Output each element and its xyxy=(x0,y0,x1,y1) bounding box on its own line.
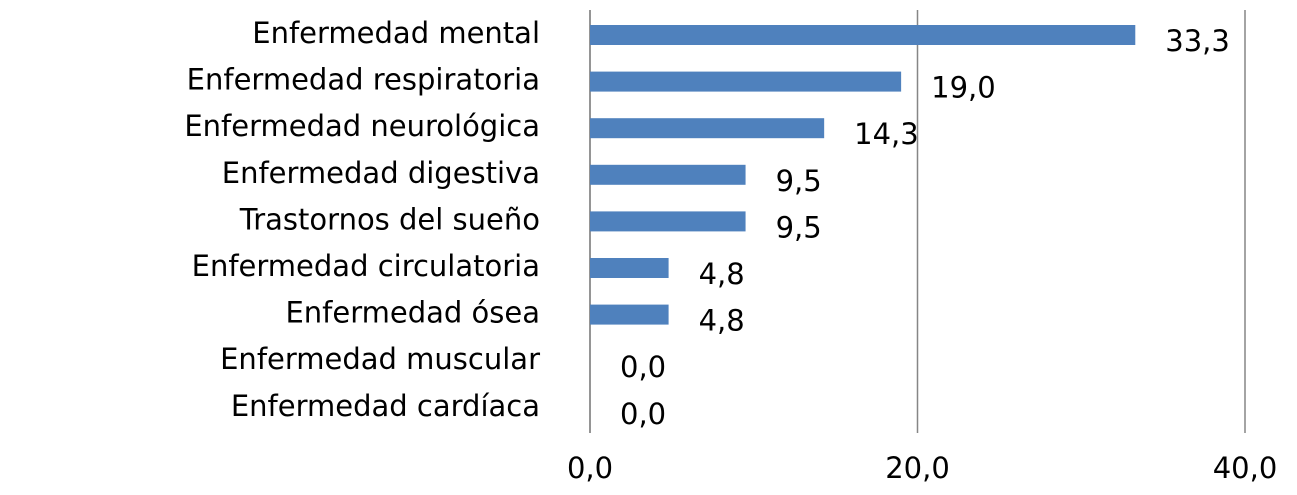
value-label: 19,0 xyxy=(931,71,996,105)
bar xyxy=(590,304,669,325)
y-tick-label: Enfermedad circulatoria xyxy=(192,249,540,283)
y-tick-label: Trastornos del sueño xyxy=(239,202,540,236)
bar xyxy=(590,258,669,278)
value-label: 4,8 xyxy=(699,257,745,291)
bar xyxy=(590,71,902,92)
y-tick-label: Enfermedad cardíaca xyxy=(231,389,540,423)
value-label: 4,8 xyxy=(699,304,745,338)
y-tick-label: Enfermedad mental xyxy=(252,16,540,50)
x-tick-label: 0,0 xyxy=(567,451,613,485)
value-label: 0,0 xyxy=(620,397,666,431)
bar xyxy=(590,164,746,185)
bar xyxy=(590,118,825,139)
value-label: 9,5 xyxy=(776,210,822,244)
y-tick-label: Enfermedad respiratoria xyxy=(187,63,540,97)
value-label: 0,0 xyxy=(620,350,666,384)
value-label: 33,3 xyxy=(1165,24,1230,58)
value-label: 9,5 xyxy=(776,164,822,198)
value-label: 14,3 xyxy=(854,117,919,151)
y-tick-label: Enfermedad ósea xyxy=(285,296,540,330)
x-tick-label: 40,0 xyxy=(1213,451,1278,485)
y-tick-label: Enfermedad muscular xyxy=(220,342,540,376)
y-tick-label: Enfermedad digestiva xyxy=(222,156,540,190)
bar xyxy=(590,25,1136,45)
x-tick-label: 20,0 xyxy=(885,451,950,485)
y-tick-label: Enfermedad neurológica xyxy=(184,109,540,143)
bar xyxy=(590,211,746,232)
